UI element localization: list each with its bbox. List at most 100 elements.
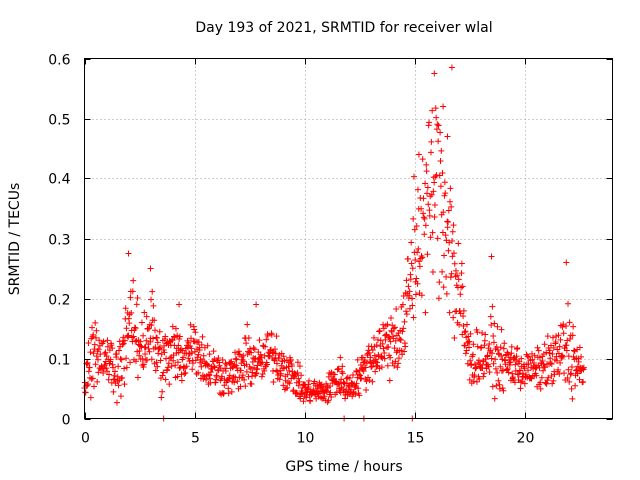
data-point xyxy=(113,399,120,406)
data-point xyxy=(415,151,422,158)
data-point xyxy=(163,355,170,362)
data-point xyxy=(490,360,497,367)
data-point xyxy=(549,334,556,341)
data-point xyxy=(440,103,447,110)
data-point xyxy=(400,325,407,332)
data-point xyxy=(92,334,99,341)
data-point xyxy=(276,376,283,383)
data-point xyxy=(248,349,255,356)
data-point xyxy=(85,381,92,388)
data-point xyxy=(95,369,102,376)
data-point xyxy=(462,328,469,335)
data-point xyxy=(382,336,389,343)
data-point xyxy=(493,382,500,389)
data-point xyxy=(403,311,410,318)
data-point xyxy=(213,373,220,380)
data-point xyxy=(563,347,570,354)
data-point xyxy=(424,190,431,197)
data-point xyxy=(119,374,126,381)
data-point xyxy=(521,365,528,372)
data-point xyxy=(160,369,167,376)
data-point xyxy=(195,369,202,376)
data-point xyxy=(387,354,394,361)
data-point xyxy=(497,363,504,370)
data-point xyxy=(576,344,583,351)
data-point xyxy=(400,293,407,300)
data-point xyxy=(543,349,550,356)
data-point xyxy=(429,269,436,276)
data-point xyxy=(426,207,433,214)
data-point xyxy=(420,195,427,202)
data-point xyxy=(170,357,177,364)
data-point xyxy=(226,375,233,382)
data-point xyxy=(245,348,252,355)
data-point xyxy=(580,364,587,371)
data-point xyxy=(114,373,121,380)
data-point xyxy=(289,362,296,369)
data-point xyxy=(376,327,383,334)
data-point xyxy=(156,345,163,352)
data-point xyxy=(563,323,570,330)
data-point xyxy=(338,376,345,383)
data-point xyxy=(567,371,574,378)
data-point xyxy=(435,138,442,145)
data-point xyxy=(121,381,128,388)
data-point xyxy=(138,343,145,350)
data-point xyxy=(487,313,494,320)
data-point xyxy=(559,323,566,330)
data-point xyxy=(437,183,444,190)
data-point xyxy=(549,351,556,358)
data-point xyxy=(159,372,166,379)
data-point xyxy=(486,369,493,376)
data-point xyxy=(564,374,571,381)
x-tick-label: 20 xyxy=(517,431,535,447)
data-point xyxy=(153,334,160,341)
data-point xyxy=(403,308,410,315)
data-point xyxy=(93,327,100,334)
data-point xyxy=(451,260,458,267)
data-point xyxy=(191,326,198,333)
data-point xyxy=(500,387,507,394)
data-point xyxy=(337,354,344,361)
data-point xyxy=(508,343,515,350)
data-point xyxy=(394,364,401,371)
data-point xyxy=(431,179,438,186)
data-point xyxy=(557,359,564,366)
data-point xyxy=(363,360,370,367)
data-point xyxy=(172,325,179,332)
data-point xyxy=(243,340,250,347)
data-point xyxy=(271,346,278,353)
data-point xyxy=(178,371,185,378)
data-point xyxy=(499,385,506,392)
data-point xyxy=(441,252,448,259)
data-point xyxy=(235,348,242,355)
data-point xyxy=(211,364,218,371)
data-point xyxy=(545,374,552,381)
data-point xyxy=(471,372,478,379)
data-point xyxy=(84,382,91,389)
data-point xyxy=(146,348,153,355)
data-point xyxy=(457,291,464,298)
data-point xyxy=(366,349,373,356)
data-point xyxy=(102,362,109,369)
data-point xyxy=(504,365,511,372)
data-point xyxy=(481,370,488,377)
data-point xyxy=(132,325,139,332)
data-point xyxy=(570,347,577,354)
data-point xyxy=(153,359,160,366)
data-point xyxy=(325,397,332,404)
data-point xyxy=(129,288,136,295)
data-point xyxy=(327,389,334,396)
data-point xyxy=(199,333,206,340)
data-point xyxy=(182,364,189,371)
data-point xyxy=(462,350,469,357)
data-point xyxy=(521,380,528,387)
data-point xyxy=(570,323,577,330)
data-point xyxy=(378,354,385,361)
data-point xyxy=(140,361,147,368)
data-point xyxy=(178,377,185,384)
data-point xyxy=(523,371,530,378)
data-point xyxy=(263,336,270,343)
data-point xyxy=(293,379,300,386)
data-point xyxy=(349,393,356,400)
